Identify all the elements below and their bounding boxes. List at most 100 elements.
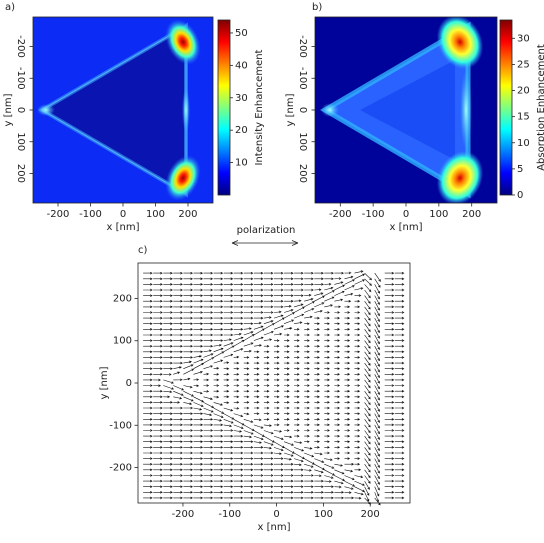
field-arrow xyxy=(324,333,330,337)
field-arrow xyxy=(203,372,210,376)
field-arrow xyxy=(243,389,250,393)
field-arrow xyxy=(153,316,163,320)
field-arrow xyxy=(394,305,405,309)
field-arrow xyxy=(374,362,380,373)
field-arrow xyxy=(344,389,351,393)
field-arrow xyxy=(223,491,234,494)
field-arrow xyxy=(284,327,293,330)
field-arrow xyxy=(203,328,214,331)
field-arrow xyxy=(153,423,163,427)
y-tick-label: -100 xyxy=(109,420,132,431)
field-arrow xyxy=(293,447,305,452)
field-arrow xyxy=(304,277,314,281)
field-arrow xyxy=(273,447,284,452)
field-arrow xyxy=(203,496,214,500)
field-arrow xyxy=(173,311,183,314)
field-arrow xyxy=(183,429,194,432)
field-arrow xyxy=(183,390,194,397)
field-arrow xyxy=(143,440,153,444)
field-arrow xyxy=(334,328,341,331)
field-arrow xyxy=(274,423,280,427)
field-arrow xyxy=(173,277,183,281)
field-arrow xyxy=(324,423,330,427)
field-arrow xyxy=(143,333,153,337)
field-arrow xyxy=(364,334,371,344)
field-arrow xyxy=(153,372,163,376)
field-arrow xyxy=(304,356,310,359)
field-arrow xyxy=(364,424,371,434)
field-arrow xyxy=(173,356,183,359)
colorbar-tick-label: 25 xyxy=(517,59,530,70)
field-arrow xyxy=(374,301,380,311)
field-arrow xyxy=(394,316,405,320)
field-arrow xyxy=(243,430,254,435)
field-arrow xyxy=(233,389,240,393)
field-arrow xyxy=(263,424,272,427)
field-arrow xyxy=(233,424,244,429)
field-arrow xyxy=(193,283,204,286)
field-arrow xyxy=(143,468,153,472)
field-arrow xyxy=(233,348,244,353)
field-arrow xyxy=(193,479,204,483)
field-arrow xyxy=(193,429,204,432)
field-arrow xyxy=(344,417,351,421)
field-arrow xyxy=(394,412,405,415)
field-arrow xyxy=(173,378,183,382)
field-arrow xyxy=(193,491,204,494)
field-arrow xyxy=(193,474,204,477)
field-arrow xyxy=(153,333,163,337)
field-arrow xyxy=(384,356,395,359)
field-arrow xyxy=(223,468,234,472)
field-arrow xyxy=(274,350,280,354)
field-arrow xyxy=(344,372,351,376)
field-arrow xyxy=(203,357,215,364)
field-arrow xyxy=(364,464,371,473)
field-arrow xyxy=(364,407,371,417)
field-arrow xyxy=(243,288,254,292)
field-arrow xyxy=(263,446,272,450)
field-arrow xyxy=(223,338,232,342)
field-arrow xyxy=(153,468,163,472)
field-arrow xyxy=(233,440,244,444)
field-arrow xyxy=(324,282,332,286)
y-tick-label: 200 xyxy=(113,293,132,304)
x-tick-label: -100 xyxy=(362,209,385,220)
field-arrow xyxy=(203,413,213,417)
field-arrow xyxy=(173,333,183,337)
field-arrow xyxy=(334,485,342,489)
field-arrow xyxy=(203,390,210,393)
field-arrow xyxy=(354,429,361,432)
field-arrow xyxy=(384,429,395,432)
field-arrow xyxy=(193,423,204,427)
field-arrow xyxy=(163,288,173,292)
field-arrow xyxy=(394,395,405,399)
field-arrow xyxy=(284,384,290,387)
field-arrow xyxy=(203,316,214,320)
field-arrow xyxy=(394,446,405,449)
field-arrow xyxy=(193,390,203,395)
field-arrow xyxy=(143,350,153,354)
field-arrow xyxy=(374,385,380,395)
field-arrow xyxy=(163,395,171,399)
field-arrow xyxy=(294,485,304,488)
field-arrow xyxy=(324,429,330,432)
field-arrow xyxy=(334,434,341,438)
field-arrow xyxy=(364,391,371,400)
field-arrow xyxy=(374,374,380,384)
field-arrow xyxy=(223,361,230,365)
y-tick-label: -100 xyxy=(15,67,26,90)
field-arrow xyxy=(294,283,304,286)
field-arrow xyxy=(193,440,204,444)
field-arrow xyxy=(304,301,315,308)
field-arrow xyxy=(344,275,354,280)
field-arrow xyxy=(314,361,320,365)
field-arrow xyxy=(314,310,323,313)
field-arrow xyxy=(173,468,183,472)
field-arrow xyxy=(273,429,283,433)
field-arrow xyxy=(253,384,260,387)
field-arrow xyxy=(324,344,330,348)
y-tick-label: 0 xyxy=(126,378,132,389)
field-arrow xyxy=(193,333,204,337)
field-arrow xyxy=(314,277,324,281)
